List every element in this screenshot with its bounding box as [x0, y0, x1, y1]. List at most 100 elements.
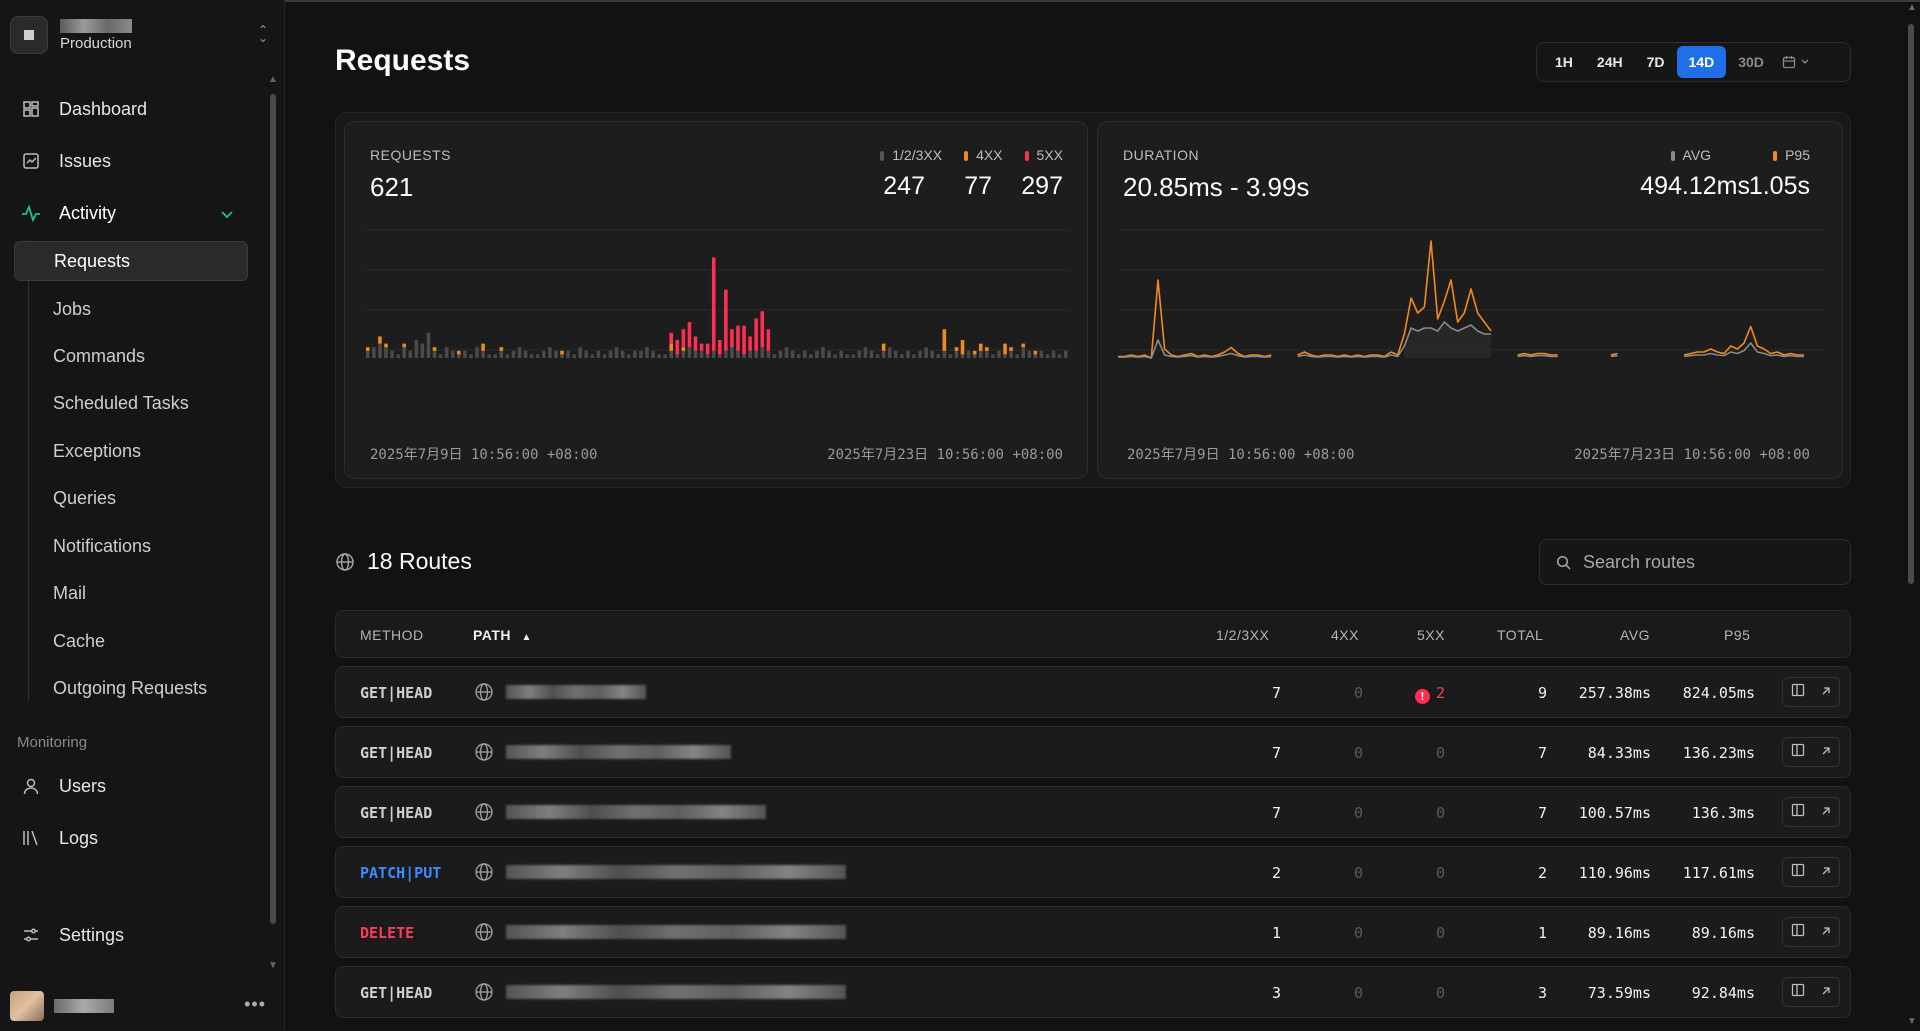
duration-end-date: 2025年7月23日 10:56:00 +08:00 — [1574, 447, 1810, 463]
range-1h-button[interactable]: 1H — [1555, 54, 1573, 70]
sub-item-commands[interactable]: Commands — [53, 345, 146, 366]
bar-4xx — [432, 347, 437, 351]
table-row[interactable]: DELETE 1 0 0 1 89.16ms 89.16ms — [335, 906, 1851, 958]
sub-item-notifications[interactable]: Notifications — [53, 535, 152, 556]
panel-icon[interactable] — [1791, 923, 1805, 941]
panel-icon[interactable] — [1791, 743, 1805, 761]
sub-item-exceptions[interactable]: Exceptions — [53, 440, 142, 461]
table-row[interactable]: GET|HEAD 7 0 0 7 100.57ms 136.3ms — [335, 786, 1851, 838]
open-external-icon[interactable] — [1820, 744, 1832, 761]
bar-5xx — [766, 329, 771, 351]
range-30d-button[interactable]: 30D — [1738, 54, 1764, 70]
nav-dashboard[interactable]: Dashboard — [14, 88, 248, 130]
sort-ascending-icon: ▲ — [521, 632, 532, 643]
bar-1-2-3xx — [457, 354, 461, 358]
route-method: GET|HEAD — [360, 744, 433, 762]
bar-5xx — [681, 329, 686, 348]
table-row[interactable]: GET|HEAD 7 0 ! 2 9 257.38ms 824.05ms — [335, 666, 1851, 718]
col-total[interactable]: TOTAL — [1497, 627, 1544, 643]
bar-4xx — [457, 350, 461, 355]
route-p95: 136.3ms — [1691, 804, 1755, 822]
scroll-down-arrow-icon[interactable]: ▼ — [268, 960, 278, 971]
sub-item-mail[interactable]: Mail — [53, 582, 87, 603]
col-avg[interactable]: AVG — [1620, 627, 1651, 643]
bar-1-2-3xx — [590, 354, 595, 358]
duration-range: 20.85ms - 3.99s — [1123, 172, 1310, 202]
table-row[interactable]: PATCH|PUT 2 0 0 2 110.96ms 117.61ms — [335, 846, 1851, 898]
routes-header: 18 Routes — [335, 548, 472, 575]
col-path[interactable]: PATH ▲ — [473, 627, 532, 643]
table-row[interactable]: GET|HEAD 3 0 0 3 73.59ms 92.84ms — [335, 966, 1851, 1018]
route-avg: 257.38ms — [1578, 684, 1651, 702]
bar-4xx — [1033, 350, 1038, 355]
grid-icon — [20, 98, 42, 120]
requests-bar-chart — [365, 229, 1069, 358]
sidebar-scrollbar[interactable]: ▲ ▼ — [268, 74, 278, 975]
bar-1-2-3xx — [1045, 354, 1050, 358]
bar-1-2-3xx — [444, 347, 449, 358]
open-external-icon[interactable] — [1820, 684, 1832, 701]
open-external-icon[interactable] — [1820, 804, 1832, 821]
search-icon — [1556, 555, 1571, 570]
route-method: GET|HEAD — [360, 684, 433, 702]
open-external-icon[interactable] — [1820, 984, 1832, 1001]
globe-icon — [336, 552, 354, 571]
bar-1-2-3xx — [778, 350, 783, 358]
bar-1-2-3xx — [790, 350, 795, 358]
open-external-icon[interactable] — [1820, 924, 1832, 941]
sub-item-outgoing-requests[interactable]: Outgoing Requests — [53, 677, 208, 698]
main-scrollbar[interactable]: ▲ ▼ — [1904, 0, 1918, 1031]
route-5xx-count: 0 — [1435, 744, 1445, 762]
sub-item-jobs[interactable]: Jobs — [53, 298, 92, 319]
bar-4xx — [402, 343, 406, 348]
stat-4xx-count: 77 — [964, 172, 992, 200]
bar-1-2-3xx — [402, 347, 406, 358]
sub-item-scheduled-tasks[interactable]: Scheduled Tasks — [53, 392, 189, 413]
scroll-down-arrow-icon[interactable]: ▼ — [1907, 1016, 1917, 1027]
bar-4xx — [1021, 343, 1026, 348]
nav-activity[interactable]: Activity — [14, 192, 248, 234]
user-menu[interactable]: ••• — [10, 990, 272, 1022]
col-ok[interactable]: 1/2/3XX — [1216, 627, 1270, 643]
panel-icon[interactable] — [1791, 863, 1805, 881]
sub-item-cache[interactable]: Cache — [53, 630, 106, 651]
more-horizontal-icon[interactable]: ••• — [244, 994, 266, 1014]
range-7d-button[interactable]: 7D — [1646, 54, 1665, 70]
sub-item-requests[interactable]: Requests — [14, 241, 248, 281]
bar-1-2-3xx — [584, 350, 589, 358]
bar-1-2-3xx — [542, 350, 546, 358]
bar-1-2-3xx — [645, 347, 649, 358]
scroll-up-arrow-icon[interactable]: ▲ — [1907, 2, 1917, 13]
nav-issues[interactable]: Issues — [14, 140, 248, 182]
scroll-up-arrow-icon[interactable]: ▲ — [268, 74, 278, 85]
range-24h-button[interactable]: 24H — [1596, 54, 1623, 70]
col-5xx[interactable]: 5XX — [1417, 627, 1445, 643]
search-routes-field[interactable] — [1539, 539, 1851, 585]
nav-users-label: Users — [59, 775, 107, 796]
table-row[interactable]: GET|HEAD 7 0 0 7 84.33ms 136.23ms — [335, 726, 1851, 778]
main-scroll-thumb[interactable] — [1908, 24, 1914, 584]
nav-users[interactable]: Users — [14, 765, 248, 807]
range-14d-button[interactable]: 14D — [1676, 46, 1727, 78]
workspace-switcher[interactable]: Production ⌃ ⌄ — [10, 12, 272, 58]
bar-1-2-3xx — [1021, 347, 1026, 358]
panel-icon[interactable] — [1791, 803, 1805, 821]
panel-icon[interactable] — [1791, 683, 1805, 701]
bar-1-2-3xx — [815, 350, 819, 358]
nav-settings[interactable]: Settings — [14, 914, 248, 956]
bar-1-2-3xx — [1033, 354, 1038, 358]
search-input[interactable] — [1583, 551, 1833, 573]
open-external-icon[interactable] — [1820, 864, 1832, 881]
col-4xx[interactable]: 4XX — [1331, 627, 1359, 643]
route-total: 3 — [1537, 984, 1547, 1002]
bar-1-2-3xx — [748, 350, 752, 358]
col-p95[interactable]: P95 — [1724, 627, 1751, 643]
sidebar-scroll-thumb[interactable] — [270, 94, 276, 924]
sub-item-queries[interactable]: Queries — [53, 487, 117, 508]
bar-5xx — [760, 311, 765, 348]
bar-1-2-3xx — [578, 347, 582, 358]
col-method[interactable]: METHOD — [360, 627, 424, 643]
nav-logs[interactable]: Logs — [14, 817, 248, 859]
panel-icon[interactable] — [1791, 983, 1805, 1001]
custom-range-button[interactable] — [1782, 55, 1810, 69]
